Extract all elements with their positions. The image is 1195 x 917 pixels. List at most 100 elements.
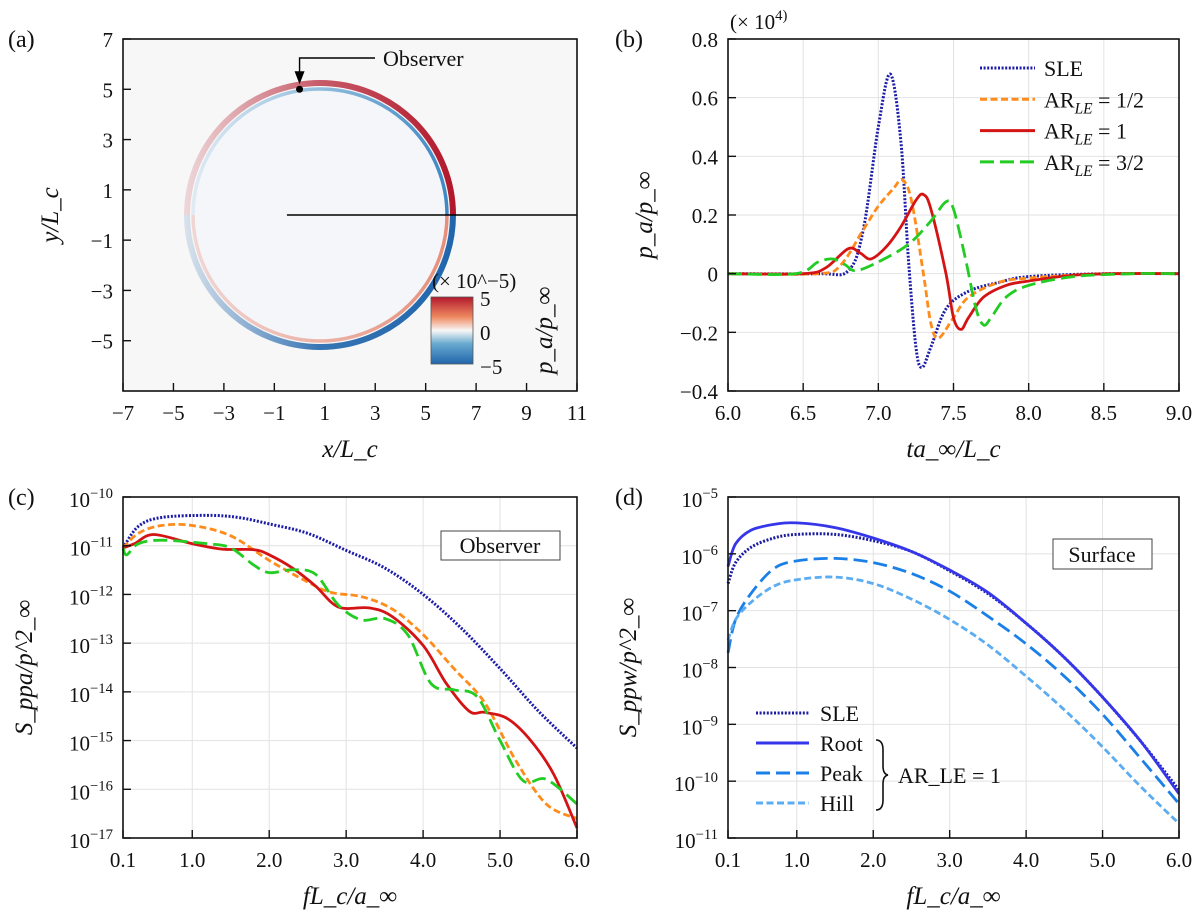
y-tick-label: 10−14 — [69, 681, 114, 707]
x-tick-label: 9.0 — [1166, 401, 1192, 425]
y-tick-label: 10−5 — [681, 486, 718, 512]
legend-label: Peak — [820, 761, 863, 786]
colorbar-tick-label: −5 — [480, 355, 502, 379]
x-tick-label: 3.0 — [333, 848, 359, 872]
y-tick-label: 7 — [103, 28, 114, 52]
y-tick-label: 10−17 — [69, 827, 113, 853]
y-tick-label: 10−6 — [681, 543, 718, 569]
legend-brace — [875, 739, 889, 811]
x-tick-label: 8.5 — [1091, 401, 1117, 425]
wavefront-inner-positive — [191, 214, 449, 343]
annotation-observer: Observer — [460, 533, 541, 558]
panel-b: 6.0 6.5 7.0 7.5 8.0 8.5 9.0 −0.4 −0.2 0 0.2 0.4 0.6 0… — [615, 8, 1192, 463]
x-axis-label: ta_∞/L_c — [906, 436, 1000, 463]
y-tick-label: 10−16 — [69, 778, 113, 804]
colorbar-scale: (× 10^−5) — [432, 269, 516, 293]
y-axis-label: y/L_c — [37, 187, 64, 246]
panel-d: 0.1 1.0 2.0 3.0 4.0 5.0 6.0 10−5 10−6 10−7 10−8 10−… — [615, 485, 1192, 910]
x-tick-label: 6.0 — [564, 848, 590, 872]
x-tick-label: 5 — [420, 401, 431, 425]
legend-label: Root — [820, 731, 863, 756]
panel-c: 0.1 1.0 2.0 3.0 4.0 5.0 6.0 10−10 10−11 10−12 10−1… — [8, 485, 590, 910]
colorbar-tick-label: 0 — [480, 321, 491, 345]
x-tick-label: 7.5 — [940, 401, 966, 425]
panel-label: (c) — [8, 485, 35, 511]
y-tick-label: 10−10 — [674, 770, 718, 796]
observer-annotation: Observer — [383, 46, 464, 71]
x-tick-label: 3 — [370, 401, 381, 425]
series-line-peak — [726, 556, 1181, 805]
y-tick-label: −0.4 — [680, 380, 719, 404]
y-tick-label: 10−13 — [69, 632, 113, 658]
series-line-ar-le-1 — [727, 192, 1180, 331]
y-tick-label: 0 — [708, 263, 719, 287]
y-tick-label: 3 — [103, 129, 114, 153]
annotation-surface: Surface — [1068, 542, 1135, 567]
legend-label: SLE — [1044, 56, 1083, 81]
x-tick-label: 9 — [521, 401, 532, 425]
x-tick-label: −3 — [213, 401, 235, 425]
annotation-box — [1052, 538, 1153, 570]
annotation-box — [440, 530, 561, 561]
colorbar-label: p_a/p_∞ — [531, 287, 558, 376]
x-tick-label: 4.0 — [410, 848, 436, 872]
series-line-0 — [121, 513, 579, 750]
x-tick-label: 2.0 — [256, 848, 282, 872]
x-tick-label: 0.1 — [110, 848, 136, 872]
series-line-hill — [726, 575, 1180, 825]
legend-group-label: AR_LE = 1 — [898, 763, 1001, 788]
x-tick-label: 6.5 — [790, 401, 816, 425]
wavefront-positive-upper — [184, 80, 456, 216]
y-tick-label: 1 — [103, 179, 114, 203]
y-tick-label: 10−8 — [681, 657, 718, 683]
x-tick-label: 7 — [471, 401, 482, 425]
panel-label: (b) — [615, 27, 643, 53]
y-axis-label: p_a/p_∞ — [631, 171, 658, 260]
x-tick-label: 5.0 — [1089, 848, 1115, 872]
x-tick-label: 1.0 — [784, 848, 810, 872]
x-tick-label: 4.0 — [1013, 848, 1039, 872]
legend-label: ARLE = 1/2 — [1044, 87, 1144, 117]
legend-label: ARLE = 3/2 — [1044, 150, 1144, 180]
legend-label: Hill — [820, 791, 854, 816]
x-axis-label: x/L_c — [321, 436, 378, 463]
y-tick-label: 0.4 — [692, 145, 719, 169]
y-tick-label: 5 — [103, 78, 114, 102]
panel-a: Observer 5 0 −5 (× 10^−5) p_a/p_∞ −7 −5 −3 −1 1 3 5 7… — [8, 27, 587, 463]
colorbar-tick-label: 5 — [480, 287, 491, 311]
y-tick-label: 0.6 — [692, 87, 718, 111]
y-tick-label: 10−9 — [681, 713, 718, 739]
y-tick-label: −0.2 — [680, 321, 718, 345]
series-line-ar-le-1-2 — [727, 178, 1180, 340]
x-tick-label: 7.0 — [865, 401, 891, 425]
y-tick-label: 10−7 — [681, 600, 718, 626]
legend-label: ARLE = 1 — [1044, 119, 1127, 149]
panel-label: (a) — [8, 27, 35, 53]
x-tick-label: −5 — [162, 401, 184, 425]
x-tick-label: 1.0 — [179, 848, 205, 872]
panel-label: (d) — [615, 485, 643, 511]
colorbar — [430, 296, 474, 365]
y-tick-label: 0.2 — [692, 204, 718, 228]
x-tick-label: 6.0 — [1166, 848, 1192, 872]
y-tick-label: 10−11 — [675, 827, 718, 853]
plot-frame — [122, 496, 578, 839]
plot-frame — [122, 38, 578, 392]
y-tick-label: −5 — [91, 330, 113, 354]
y-tick-label: 0.8 — [692, 28, 718, 52]
y-axis-label: S_ppa/p^2_∞ — [11, 600, 38, 735]
y-tick-label: 10−10 — [69, 486, 113, 512]
y-tick-label: −3 — [91, 279, 113, 303]
y-tick-label: −1 — [91, 229, 113, 253]
x-tick-label: 8.0 — [1016, 401, 1042, 425]
x-axis-label: fL_c/a_∞ — [906, 883, 1000, 910]
y-tick-label: 10−11 — [70, 535, 113, 561]
x-tick-label: 1 — [320, 401, 331, 425]
y-scale-note: (× 104) — [730, 8, 787, 34]
y-tick-label: 10−12 — [69, 583, 113, 609]
x-tick-label: 3.0 — [937, 848, 963, 872]
y-tick-label: 10−15 — [69, 730, 113, 756]
x-axis-label: fL_c/a_∞ — [303, 883, 397, 910]
series-line-1 — [122, 522, 578, 820]
